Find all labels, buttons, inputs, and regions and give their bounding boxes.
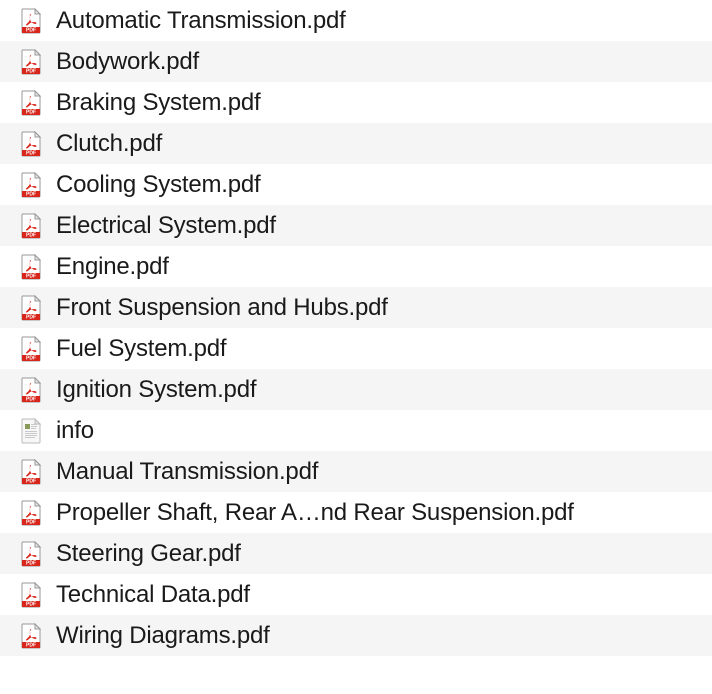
file-name: Cooling System.pdf [56,171,261,199]
svg-text:PDF: PDF [26,642,36,648]
pdf-icon: PDF [20,623,42,649]
file-name: Bodywork.pdf [56,48,199,76]
svg-text:PDF: PDF [26,519,36,525]
pdf-icon: PDF [20,49,42,75]
pdf-icon: PDF [20,459,42,485]
file-name: Electrical System.pdf [56,212,276,240]
pdf-icon: PDF [20,90,42,116]
svg-text:PDF: PDF [26,355,36,361]
svg-text:PDF: PDF [26,560,36,566]
svg-text:PDF: PDF [26,314,36,320]
file-name: Technical Data.pdf [56,581,250,609]
file-row[interactable]: PDF Fuel System.pdf [0,328,712,369]
file-name: Ignition System.pdf [56,376,256,404]
file-name: Propeller Shaft, Rear A…nd Rear Suspensi… [56,499,574,527]
pdf-icon: PDF [20,295,42,321]
svg-text:PDF: PDF [26,191,36,197]
file-name: Front Suspension and Hubs.pdf [56,294,388,322]
file-row[interactable]: PDF Steering Gear.pdf [0,533,712,574]
file-name: Clutch.pdf [56,130,162,158]
pdf-icon: PDF [20,336,42,362]
file-row[interactable]: PDF Bodywork.pdf [0,41,712,82]
file-row[interactable]: PDF Automatic Transmission.pdf [0,0,712,41]
file-row[interactable]: info [0,410,712,451]
svg-text:PDF: PDF [26,232,36,238]
pdf-icon: PDF [20,541,42,567]
svg-text:PDF: PDF [26,273,36,279]
file-row[interactable]: PDF Braking System.pdf [0,82,712,123]
svg-text:PDF: PDF [26,68,36,74]
svg-text:PDF: PDF [26,27,36,33]
file-row[interactable]: PDF Electrical System.pdf [0,205,712,246]
file-row[interactable]: PDF Technical Data.pdf [0,574,712,615]
svg-text:PDF: PDF [26,150,36,156]
file-name: Steering Gear.pdf [56,540,241,568]
pdf-icon: PDF [20,131,42,157]
file-name: Fuel System.pdf [56,335,226,363]
file-name: info [56,417,94,445]
file-name: Engine.pdf [56,253,169,281]
svg-text:PDF: PDF [26,109,36,115]
file-name: Automatic Transmission.pdf [56,7,346,35]
file-name: Wiring Diagrams.pdf [56,622,270,650]
pdf-icon: PDF [20,8,42,34]
file-row[interactable]: PDF Engine.pdf [0,246,712,287]
pdf-icon: PDF [20,213,42,239]
pdf-icon: PDF [20,254,42,280]
file-list: PDF Automatic Transmission.pdf PDF Bodyw… [0,0,712,656]
file-name: Braking System.pdf [56,89,261,117]
file-row[interactable]: PDF Cooling System.pdf [0,164,712,205]
file-row[interactable]: PDF Wiring Diagrams.pdf [0,615,712,656]
file-name: Manual Transmission.pdf [56,458,318,486]
svg-text:PDF: PDF [26,478,36,484]
file-row[interactable]: PDF Propeller Shaft, Rear A…nd Rear Susp… [0,492,712,533]
pdf-icon: PDF [20,582,42,608]
pdf-icon: PDF [20,377,42,403]
document-icon [20,418,42,444]
svg-text:PDF: PDF [26,396,36,402]
svg-text:PDF: PDF [26,601,36,607]
file-row[interactable]: PDF Ignition System.pdf [0,369,712,410]
file-row[interactable]: PDF Clutch.pdf [0,123,712,164]
pdf-icon: PDF [20,500,42,526]
file-row[interactable]: PDF Manual Transmission.pdf [0,451,712,492]
file-row[interactable]: PDF Front Suspension and Hubs.pdf [0,287,712,328]
pdf-icon: PDF [20,172,42,198]
